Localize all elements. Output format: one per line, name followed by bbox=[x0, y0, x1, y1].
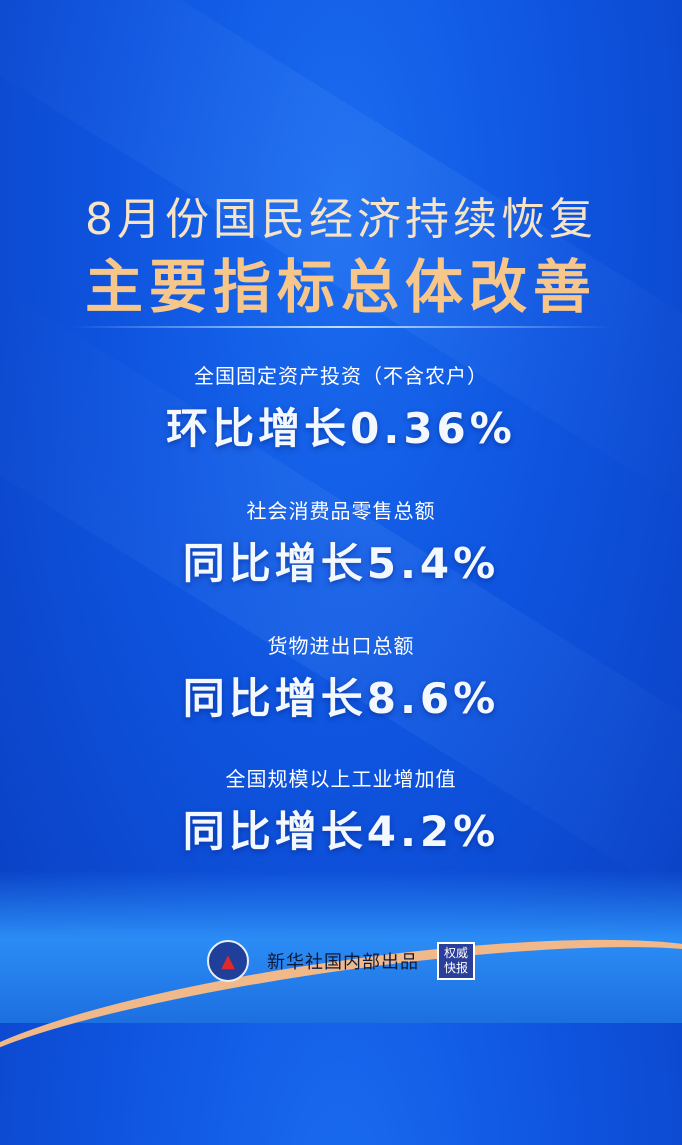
indicator-value: 同比增长5.4% bbox=[182, 539, 500, 588]
indicator-label: 全国固定资产投资（不含农户） bbox=[194, 364, 488, 388]
indicator-label: 货物进出口总额 bbox=[267, 634, 415, 658]
headline-line-2: 主要指标总体改善 bbox=[84, 253, 597, 321]
footer: ▲ 新华社国内部出品 权威快报 bbox=[0, 940, 682, 982]
xinhua-logo-icon: ▲ bbox=[207, 940, 249, 982]
indicator-trade: 货物进出口总额 同比增长8.6% bbox=[0, 630, 682, 726]
indicator-value: 同比增长8.6% bbox=[182, 674, 500, 723]
divider bbox=[70, 326, 612, 328]
indicator-label: 全国规模以上工业增加值 bbox=[225, 767, 457, 791]
indicator-label: 社会消费品零售总额 bbox=[246, 499, 436, 523]
stamp-badge: 权威快报 bbox=[437, 942, 475, 980]
indicator-value: 同比增长4.2% bbox=[182, 807, 500, 856]
indicator-fixed-investment: 全国固定资产投资（不含农户） 环比增长0.36% bbox=[0, 360, 682, 456]
footer-credit: 新华社国内部出品 bbox=[267, 952, 419, 973]
indicator-retail-sales: 社会消费品零售总额 同比增长5.4% bbox=[0, 495, 682, 591]
headline-line-1: 8月份国民经济持续恢复 bbox=[85, 194, 597, 245]
bottom-glow bbox=[0, 870, 682, 1023]
indicator-value: 环比增长0.36% bbox=[166, 404, 516, 453]
indicator-industrial: 全国规模以上工业增加值 同比增长4.2% bbox=[0, 763, 682, 859]
